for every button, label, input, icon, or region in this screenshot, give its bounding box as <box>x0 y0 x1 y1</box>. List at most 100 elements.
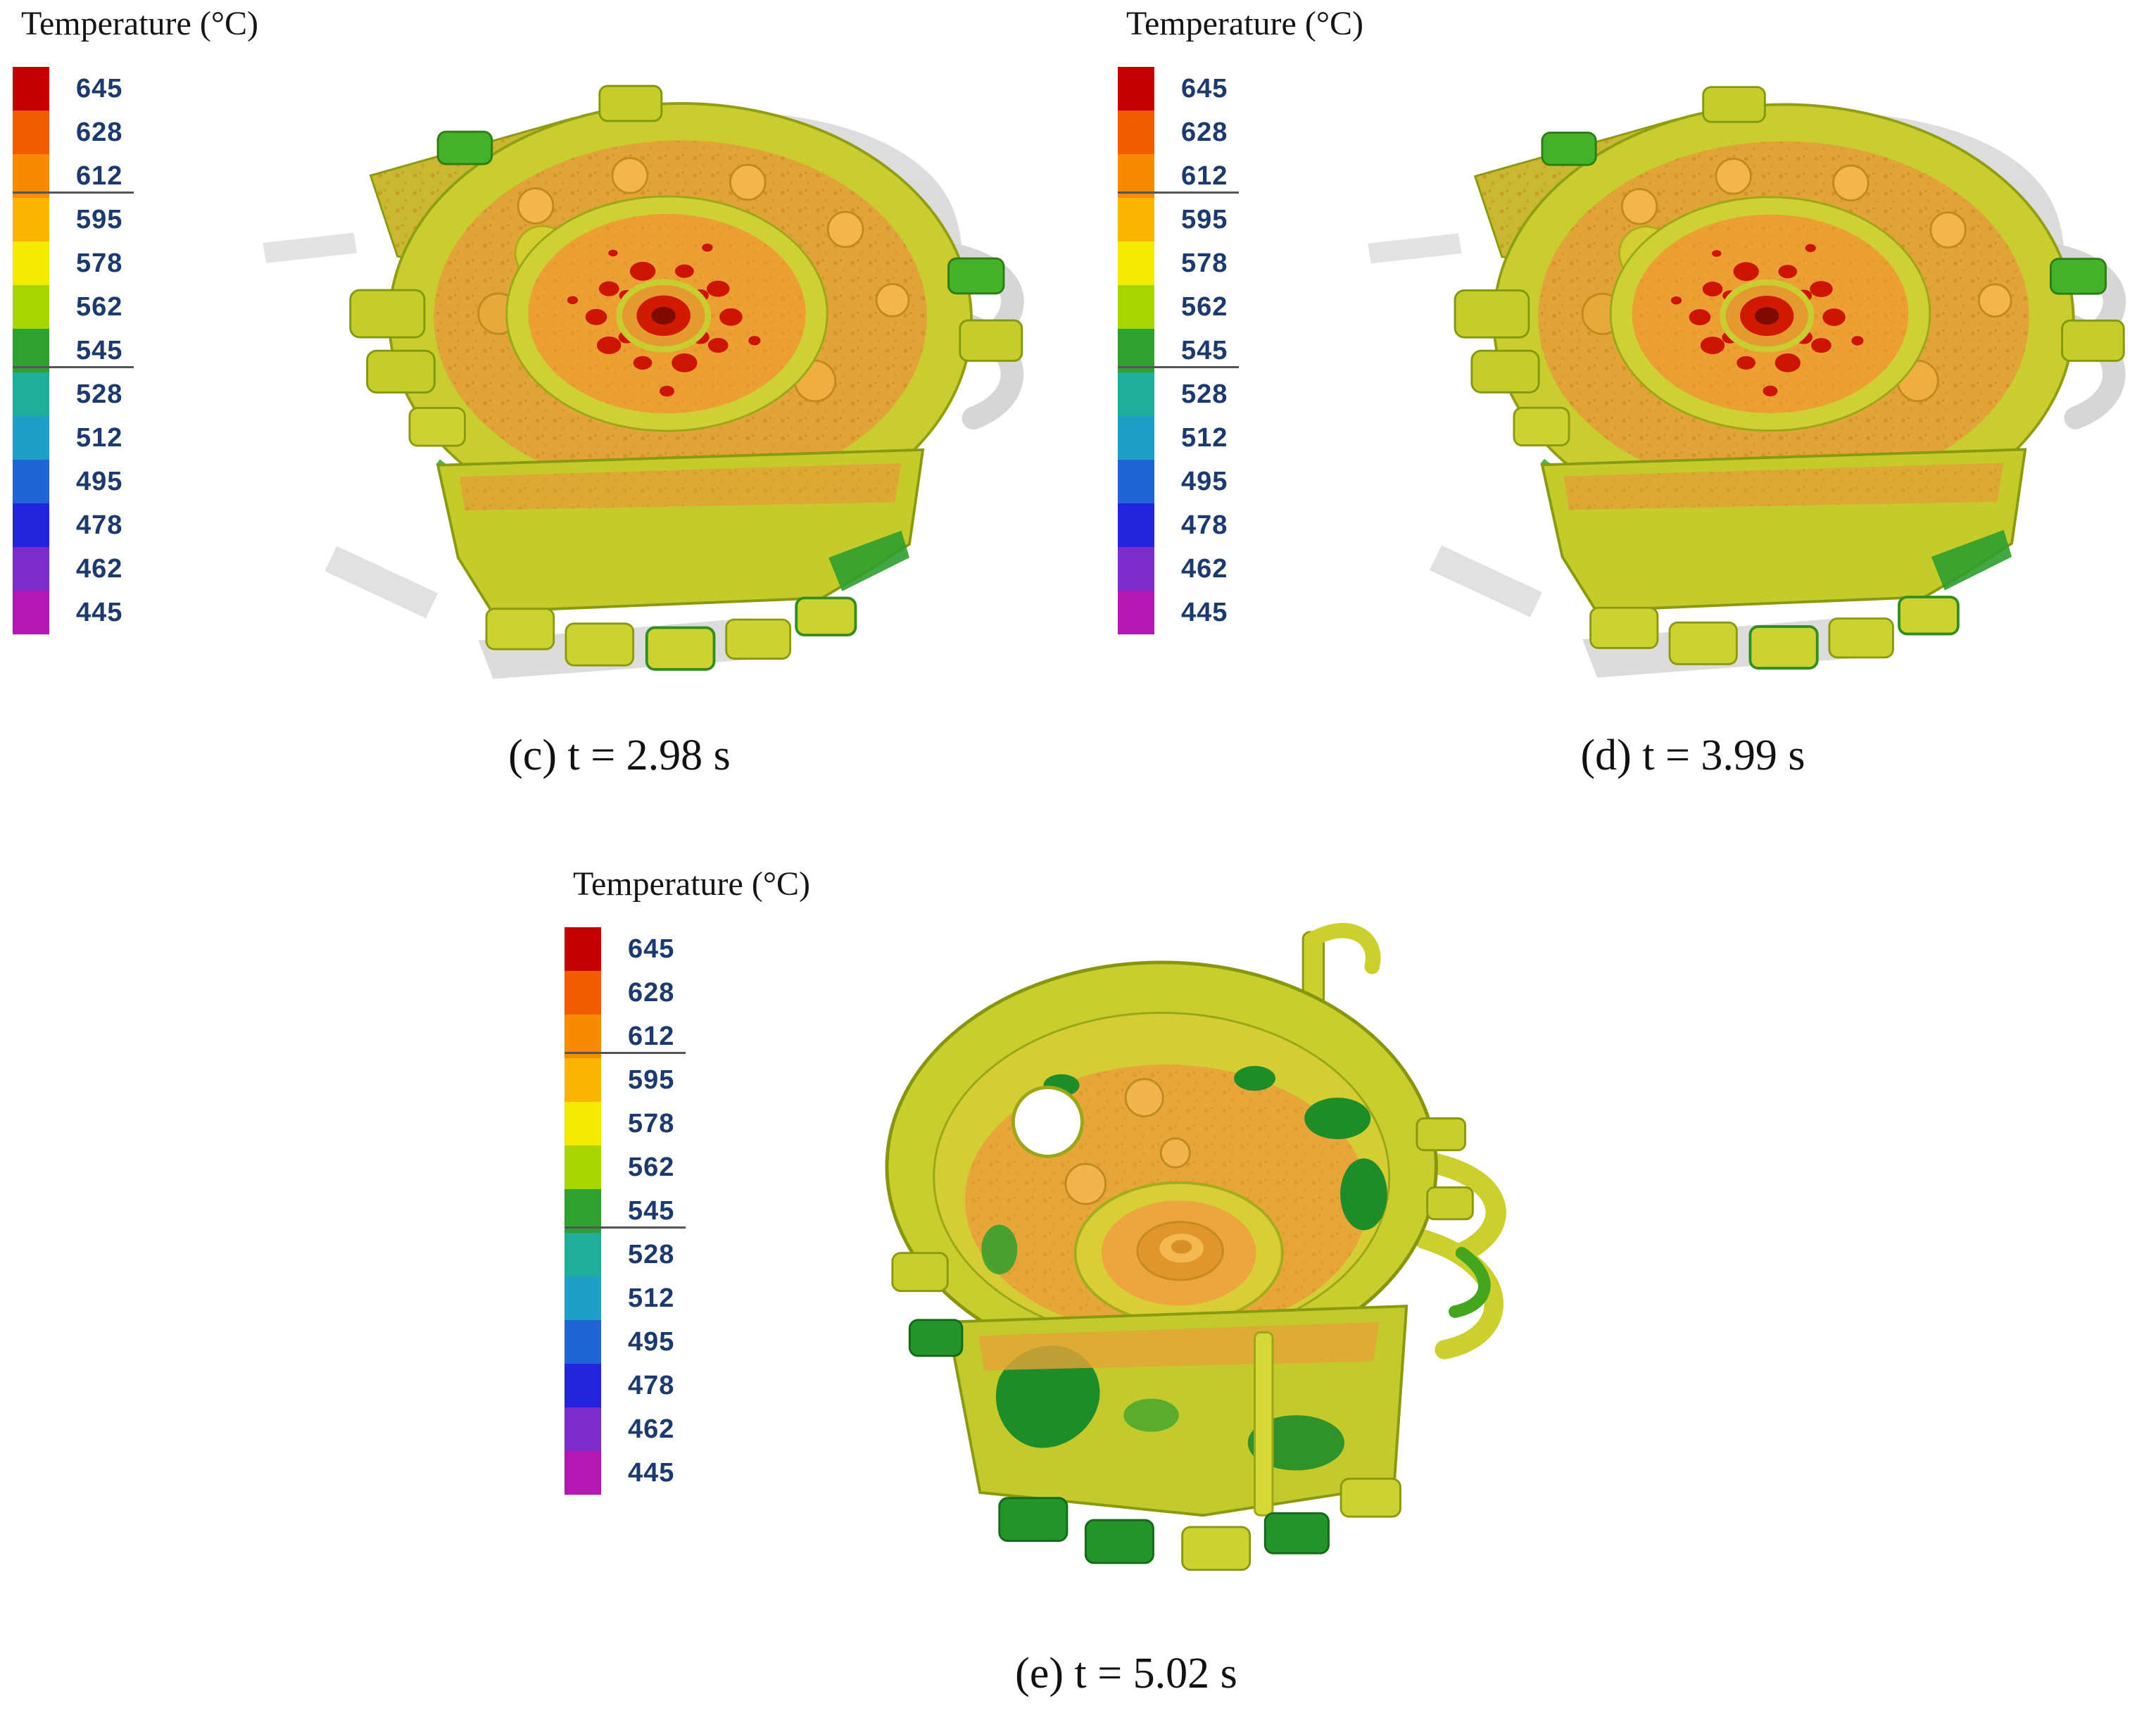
colorbar-row: 645 <box>1118 67 1363 111</box>
colorbar-segment <box>565 1451 601 1495</box>
colorbar-segment <box>13 372 49 416</box>
colorbar-row: 545 <box>1118 329 1363 372</box>
part-rendering-e <box>771 891 1566 1595</box>
colorbar-segment <box>565 1145 601 1189</box>
colorbar-tick-label: 528 <box>1181 379 1228 409</box>
colorbar-row: 628 <box>13 111 258 154</box>
legend-title: Temperature (°C) <box>573 865 811 903</box>
colorbar-segment <box>1118 460 1154 503</box>
colorbar-row: 528 <box>565 1233 810 1276</box>
colorbar-tick-label: 578 <box>628 1108 675 1138</box>
colorbar-segment <box>1118 67 1154 111</box>
colorbar-row: 528 <box>13 372 258 416</box>
colorbar-segment <box>565 1407 601 1451</box>
colorbar-segment <box>13 591 49 634</box>
colorbar-tick-label: 445 <box>76 597 123 627</box>
colorbar-segment <box>1118 241 1154 285</box>
colorbar-tick-label: 545 <box>76 335 123 365</box>
colorbar-segment <box>13 67 49 111</box>
colorbar-tick-label: 445 <box>628 1457 675 1488</box>
colorbar-tick-label: 478 <box>628 1370 675 1400</box>
temperature-legend-e: Temperature (°C) 645 628 612 595 578 562… <box>565 865 810 1495</box>
colorbar-segment <box>13 503 49 547</box>
colorbar-segment <box>565 971 601 1015</box>
colorbar-segment <box>565 1058 601 1102</box>
colorbar-row: 495 <box>565 1320 810 1364</box>
colorbar-tick-label: 628 <box>76 117 123 147</box>
colorbar-tick-label: 495 <box>1181 466 1228 496</box>
colorbar-tick-label: 628 <box>628 977 675 1007</box>
colorbar-row: 562 <box>1118 285 1363 329</box>
colorbar-segment <box>565 1102 601 1145</box>
colorbar-row: 545 <box>13 329 258 372</box>
colorbar-segment <box>565 1276 601 1320</box>
part-rendering-d <box>1341 18 2156 704</box>
colorbar-tick-label: 578 <box>76 248 123 278</box>
colorbar-tick-label: 562 <box>1181 291 1228 322</box>
colorbar-row: 612 <box>565 1015 810 1058</box>
colorbar-segment <box>1118 154 1154 198</box>
colorbar-segment <box>1118 372 1154 416</box>
colorbar-segment <box>1118 547 1154 591</box>
colorbar-row: 512 <box>13 416 258 460</box>
colorbar-segment <box>565 1015 601 1058</box>
colorbar-tick-label: 612 <box>628 1021 675 1051</box>
colorbar-row: 495 <box>13 460 258 503</box>
colorbar-segment <box>1118 591 1154 634</box>
colorbar-segment <box>13 460 49 503</box>
colorbar-tick-label: 645 <box>628 934 675 964</box>
colorbar-segment <box>13 285 49 329</box>
colorbar: 645 628 612 595 578 562 545 528 512 495 … <box>13 67 258 634</box>
colorbar-tick-label: 645 <box>1181 73 1228 103</box>
colorbar-segment <box>1118 111 1154 154</box>
colorbar-row: 612 <box>13 154 258 198</box>
caption-panel-c: (c) t = 2.98 s <box>508 732 731 779</box>
colorbar-row: 595 <box>1118 198 1363 241</box>
colorbar-row: 495 <box>1118 460 1363 503</box>
colorbar-row: 462 <box>1118 547 1363 591</box>
colorbar: 645 628 612 595 578 562 545 528 512 495 … <box>565 927 810 1495</box>
colorbar-row: 578 <box>1118 241 1363 285</box>
colorbar-tick-label: 562 <box>76 291 123 322</box>
colorbar-tick-label: 595 <box>628 1065 675 1095</box>
colorbar: 645 628 612 595 578 562 545 528 512 495 … <box>1118 67 1363 634</box>
colorbar-tick-label: 512 <box>1181 422 1228 453</box>
colorbar-segment <box>13 241 49 285</box>
colorbar-row: 512 <box>565 1276 810 1320</box>
colorbar-segment <box>565 1233 601 1276</box>
colorbar-tick-label: 478 <box>1181 510 1228 540</box>
colorbar-segment <box>565 1320 601 1364</box>
colorbar-tick-label: 595 <box>76 204 123 234</box>
colorbar-tick-label: 462 <box>76 553 123 584</box>
colorbar-row: 528 <box>1118 372 1363 416</box>
colorbar-row: 578 <box>13 241 258 285</box>
colorbar-tick-label: 462 <box>1181 553 1228 584</box>
colorbar-segment <box>13 547 49 591</box>
colorbar-tick-label: 512 <box>76 422 123 453</box>
colorbar-segment <box>13 154 49 198</box>
colorbar-tick-label: 512 <box>628 1283 675 1313</box>
colorbar-tick-label: 462 <box>628 1414 675 1444</box>
colorbar-tick-label: 495 <box>76 466 123 496</box>
colorbar-row: 628 <box>1118 111 1363 154</box>
colorbar-segment <box>1118 198 1154 241</box>
colorbar-tick-label: 528 <box>76 379 123 409</box>
colorbar-segment <box>565 927 601 971</box>
colorbar-row: 562 <box>13 285 258 329</box>
caption-panel-d: (d) t = 3.99 s <box>1580 732 1805 779</box>
colorbar-row: 628 <box>565 971 810 1015</box>
colorbar-tick-label: 578 <box>1181 248 1228 278</box>
colorbar-segment <box>1118 416 1154 460</box>
colorbar-tick-label: 645 <box>76 73 123 103</box>
part-rendering-c <box>236 18 1098 704</box>
colorbar-segment <box>565 1364 601 1407</box>
colorbar-tick-label: 628 <box>1181 117 1228 147</box>
colorbar-tick-label: 445 <box>1181 597 1228 627</box>
temperature-legend-d: Temperature (°C) 645 628 612 595 578 562… <box>1118 4 1363 634</box>
figure-panel-c: Temperature (°C) 645 628 612 595 578 562… <box>0 0 1098 711</box>
colorbar-row: 545 <box>565 1189 810 1233</box>
colorbar-row: 445 <box>1118 591 1363 634</box>
figure-panel-d: Temperature (°C) 645 628 612 595 578 562… <box>1098 0 2156 711</box>
temperature-legend-c: Temperature (°C) 645 628 612 595 578 562… <box>13 4 258 634</box>
colorbar-tick-label: 545 <box>1181 335 1228 365</box>
